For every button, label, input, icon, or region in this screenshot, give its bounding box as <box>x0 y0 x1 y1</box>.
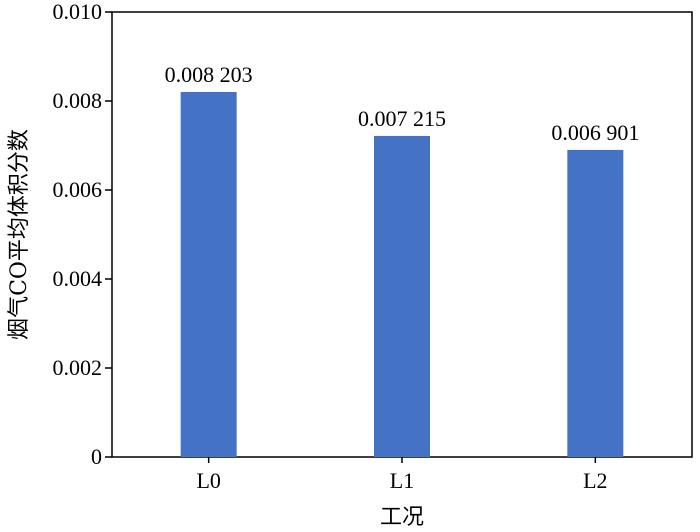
y-axis: 0 0.002 0.004 0.006 0.008 0.010 <box>53 0 112 469</box>
data-label-L0: 0.008 203 <box>165 62 253 87</box>
data-labels: 0.008 203 0.007 215 0.006 901 <box>165 62 640 145</box>
y-tick-label: 0.004 <box>53 266 103 291</box>
y-axis-title: 烟气CO平均体积分数 <box>7 129 32 340</box>
x-axis: L0 L1 L2 <box>196 457 608 493</box>
data-label-L1: 0.007 215 <box>358 106 446 131</box>
y-tick-label: 0.010 <box>53 0 103 24</box>
bar-L1 <box>374 135 430 457</box>
bar-series <box>180 91 624 458</box>
y-tick-label: 0.006 <box>53 177 103 202</box>
y-tick-label: 0.008 <box>53 88 103 113</box>
y-tick-label: 0.002 <box>53 355 103 380</box>
bar-L0 <box>180 91 237 458</box>
x-tick-label-L2: L2 <box>583 468 607 493</box>
x-axis-title: 工况 <box>380 505 424 530</box>
x-tick-label-L0: L0 <box>196 468 220 493</box>
x-tick-label-L1: L1 <box>390 468 414 493</box>
bar-L2 <box>567 149 624 457</box>
data-label-L2: 0.006 901 <box>551 120 639 145</box>
y-tick-label: 0 <box>91 444 102 469</box>
